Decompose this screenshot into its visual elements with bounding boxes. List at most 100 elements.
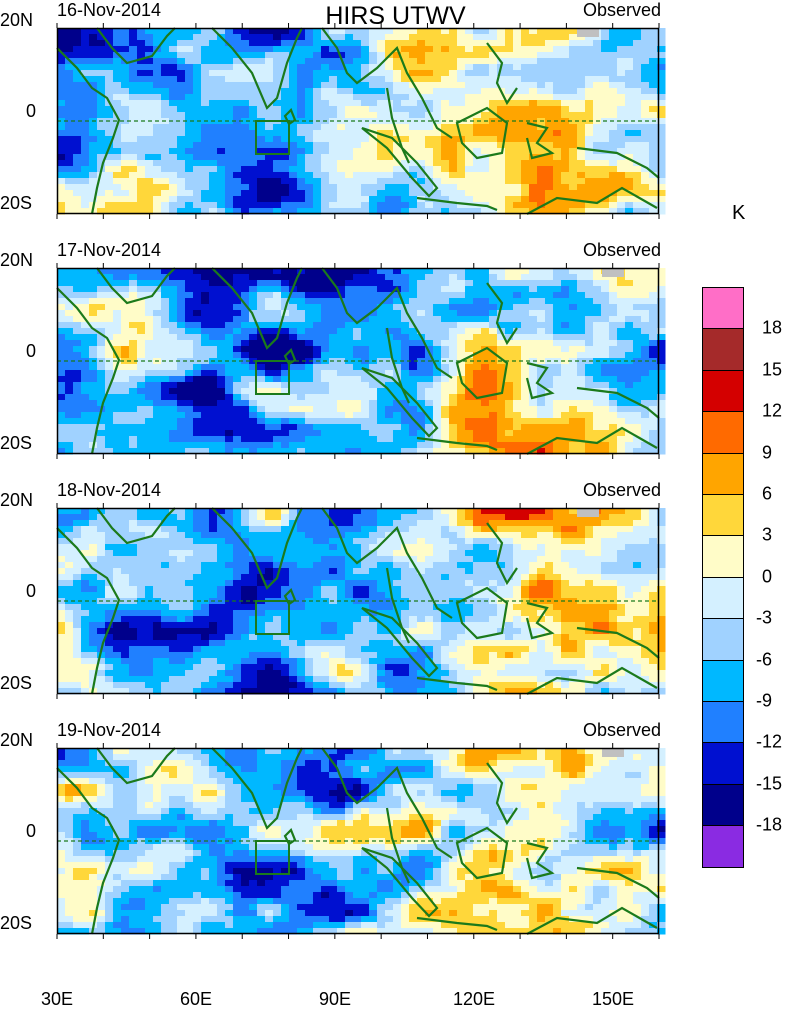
panel-label: Observed <box>582 720 661 740</box>
panel-label: Observed <box>582 0 661 20</box>
coastline <box>385 327 410 404</box>
coastline <box>486 522 518 586</box>
coastline <box>526 666 658 695</box>
coastline <box>211 27 303 110</box>
coastline <box>576 866 660 899</box>
anomaly-map <box>56 743 666 939</box>
missing-data-patch <box>577 508 599 517</box>
coastline <box>321 747 453 859</box>
lat-label-20s: 20S <box>0 193 33 213</box>
colorbar-label: -6 <box>756 649 773 670</box>
colorbar-swatch <box>702 494 744 537</box>
coastline <box>56 47 121 215</box>
colorbar-swatch <box>702 452 744 495</box>
coastline <box>525 361 555 400</box>
colorbar-swatch <box>702 328 744 371</box>
lon-label-120e: 120E <box>452 989 496 1009</box>
colorbar-swatch <box>702 535 744 578</box>
coastline <box>526 906 658 935</box>
coastline <box>56 287 121 455</box>
panel-label: Observed <box>582 240 661 260</box>
missing-data-patch <box>602 748 624 757</box>
colorbar-label: -3 <box>756 607 773 628</box>
lon-label-90e: 90E <box>318 989 352 1009</box>
colorbar-swatch <box>702 701 744 744</box>
colorbar-label: 6 <box>762 483 773 504</box>
coastline <box>361 366 439 438</box>
colorbar-label: -9 <box>756 690 773 711</box>
lat-label-eq: 0 <box>26 581 37 601</box>
coastline <box>321 507 453 619</box>
coastline <box>526 426 658 455</box>
panel-date: 18-Nov-2014 <box>57 480 162 500</box>
coastline <box>211 507 303 590</box>
missing-data-patch <box>577 28 599 37</box>
coastline <box>416 916 498 932</box>
coastline <box>455 586 509 640</box>
coastline <box>455 106 509 160</box>
lon-label-150e: 150E <box>591 989 635 1009</box>
lat-label-eq: 0 <box>26 101 37 121</box>
averaging-box <box>255 840 290 875</box>
coastline <box>576 626 660 659</box>
coastline <box>361 606 439 678</box>
colorbar-swatch <box>702 659 744 702</box>
coastline <box>361 846 439 918</box>
colorbar-swatch <box>702 742 744 785</box>
coastline <box>455 346 509 400</box>
coastline <box>576 386 660 419</box>
lat-label-20s: 20S <box>0 913 33 933</box>
lon-label-30e: 30E <box>40 989 74 1009</box>
colorbar-swatch <box>702 369 744 413</box>
coastline <box>361 126 439 198</box>
map-panel: 16-Nov-2014 Observed 20N 0 20S <box>0 0 791 240</box>
panel-label: Observed <box>582 480 661 500</box>
colorbar-label: -12 <box>756 731 783 752</box>
map-frame <box>56 507 660 695</box>
figure-title: HIRS UTWV <box>325 2 466 30</box>
colorbar-swatch <box>702 825 744 868</box>
coastline <box>525 601 555 640</box>
coastline <box>416 196 498 212</box>
colorbar-label: 9 <box>762 442 773 463</box>
colorbar-unit: K <box>732 202 746 224</box>
coastline <box>416 676 498 692</box>
colorbar-swatch <box>702 576 744 620</box>
lat-label-20n: 20N <box>0 250 34 270</box>
lat-label-eq: 0 <box>26 341 37 361</box>
averaging-box <box>255 360 290 395</box>
coastline <box>96 747 176 785</box>
coastline <box>525 121 555 160</box>
coastline <box>211 267 303 350</box>
coastline <box>385 807 410 884</box>
anomaly-map <box>56 503 666 699</box>
coastline <box>416 436 498 452</box>
coastline <box>321 267 453 379</box>
colorbar-swatch <box>702 411 744 454</box>
coastline <box>211 747 303 830</box>
panel-date: 19-Nov-2014 <box>57 720 162 740</box>
panel-date: 16-Nov-2014 <box>57 0 162 20</box>
coastline <box>96 507 176 545</box>
lat-label-20n: 20N <box>0 490 34 510</box>
coastline <box>385 567 410 644</box>
colorbar-swatch <box>702 618 744 661</box>
colorbar-label: 12 <box>762 400 783 421</box>
colorbar-label: 0 <box>762 566 773 587</box>
anomaly-map <box>56 23 666 219</box>
lat-label-20s: 20S <box>0 433 33 453</box>
colorbar-label: 3 <box>762 524 773 545</box>
coastline <box>385 87 410 164</box>
colorbar-swatch <box>702 287 744 330</box>
missing-data-patch <box>602 268 624 277</box>
coastline <box>486 282 518 346</box>
averaging-box <box>255 600 290 635</box>
colorbar-swatch <box>702 783 744 827</box>
colorbar-label: -15 <box>756 773 783 794</box>
lat-label-eq: 0 <box>26 821 37 841</box>
coastline <box>525 841 555 880</box>
map-panel: 19-Nov-2014 Observed 20N 0 20S <box>0 720 791 960</box>
colorbar-label: 15 <box>762 359 783 380</box>
coastline <box>96 267 176 305</box>
map-panel: 18-Nov-2014 Observed 20N 0 20S <box>0 480 791 720</box>
